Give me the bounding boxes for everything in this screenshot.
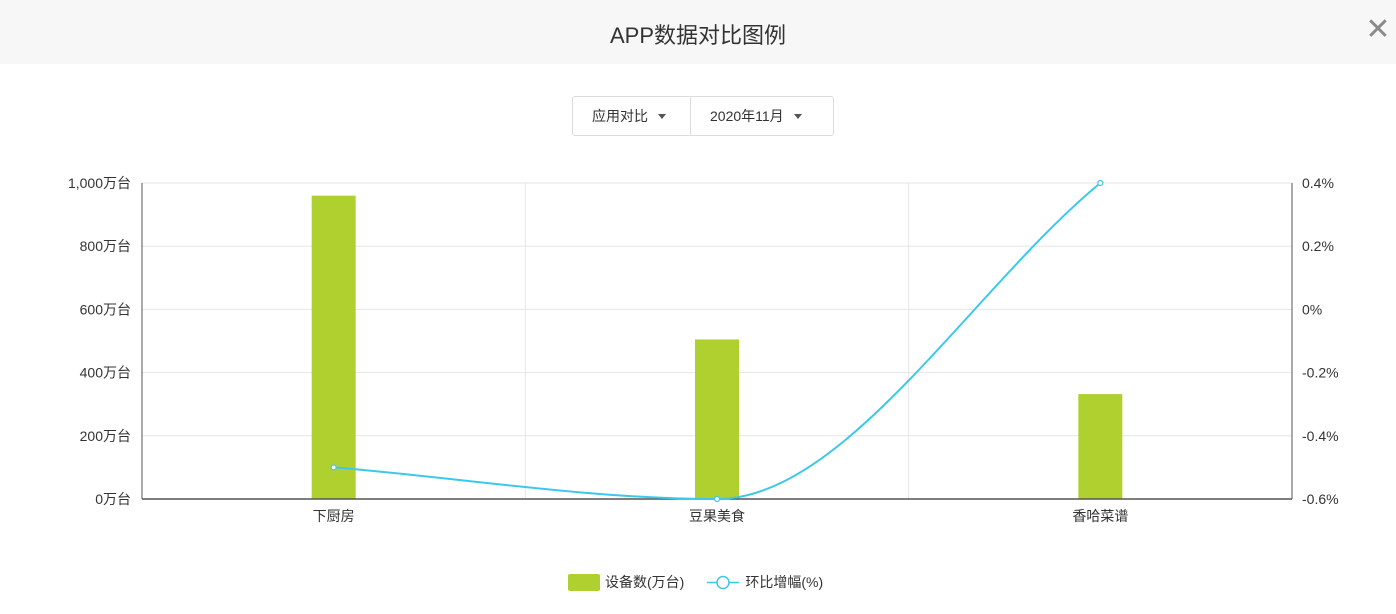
legend-item-line[interactable]: 环比增幅(%): [706, 572, 823, 592]
close-icon[interactable]: ✕: [1365, 13, 1391, 46]
y-left-tick-label: 1,000万台: [68, 175, 131, 191]
y-right-tick-label: 0.2%: [1302, 238, 1334, 254]
y-left-tick-label: 200万台: [80, 428, 131, 444]
y-right-tick-label: -0.2%: [1302, 365, 1339, 381]
month-label: 2020年11月: [710, 108, 784, 124]
legend-line-swatch: [707, 575, 740, 589]
chart-legend: 设备数(万台) 环比增幅(%): [568, 572, 845, 592]
legend-line-label: 环比增幅(%): [745, 574, 824, 590]
month-dropdown[interactable]: 2020年11月: [691, 97, 833, 135]
y-right-tick-label: -0.6%: [1302, 491, 1339, 507]
x-tick-label: 豆果美食: [689, 508, 745, 524]
line-layer: [330, 179, 1104, 503]
compare-mode-dropdown[interactable]: 应用对比: [573, 97, 691, 135]
compare-mode-label: 应用对比: [592, 108, 648, 124]
chevron-down-icon: [793, 113, 802, 119]
y-left-tick-label: 800万台: [80, 238, 131, 254]
label-layer: 0万台 -0.6% 200万台 -0.4% 400万台 -0.2% 600万台 0% 800万台…: [68, 175, 1339, 524]
filter-controls: 应用对比 2020年11月: [572, 96, 834, 136]
line-point: [713, 495, 721, 503]
series-line: [333, 182, 1101, 501]
legend-item-bar[interactable]: 设备数(万台): [568, 572, 684, 592]
bar: [311, 195, 356, 499]
y-left-tick-label: 400万台: [80, 365, 131, 381]
bar-layer: [311, 195, 1123, 499]
y-left-tick-label: 600万台: [80, 301, 131, 317]
legend-bar-swatch: [568, 573, 600, 591]
y-right-tick-label: -0.4%: [1302, 428, 1339, 444]
line-point: [330, 464, 337, 471]
x-tick-label: 香哈菜谱: [1072, 508, 1128, 524]
x-tick-label: 下厨房: [313, 508, 355, 524]
chevron-down-icon: [658, 113, 666, 119]
bar: [695, 339, 739, 499]
bar: [1078, 394, 1123, 499]
page-title: APP数据对比图例: [609, 23, 787, 48]
legend-bar-label: 设备数(万台): [605, 574, 685, 590]
y-right-tick-label: 0.4%: [1302, 175, 1334, 191]
y-right-tick-label: 0%: [1302, 301, 1322, 317]
line-point: [1097, 179, 1104, 187]
y-left-tick-label: 0万台: [95, 491, 131, 507]
dialog-header: APP数据对比图例 ✕: [0, 0, 1396, 64]
